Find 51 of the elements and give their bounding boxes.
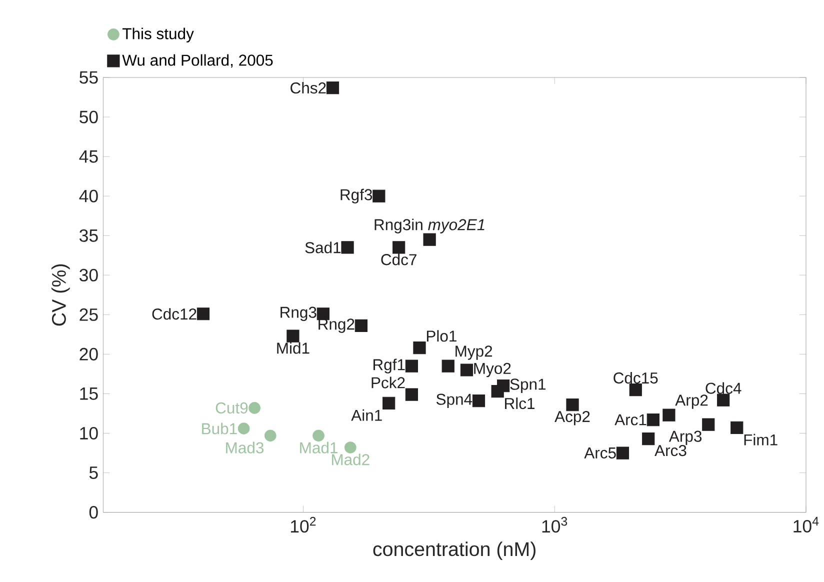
y-tick-label: 40 <box>79 190 98 202</box>
annotation: Rng3 <box>280 306 316 322</box>
annotation: Acp2 <box>554 410 590 426</box>
y-tick-label: 25 <box>80 308 98 321</box>
y-tick-label: 35 <box>80 229 98 242</box>
y-tick-label: 20 <box>80 348 98 360</box>
annotation: Cut9 <box>216 402 248 414</box>
annotation: Cdc7 <box>381 254 416 266</box>
y-tick-label: 15 <box>80 388 98 400</box>
y-tick-label: 55 <box>80 71 98 84</box>
x-axis-title: concentration (nM) <box>373 542 536 560</box>
legend-label: Wu and Pollard, 2005 <box>122 54 273 68</box>
annotation: Rlc1 <box>505 398 535 410</box>
annotation: Arc3 <box>654 444 686 456</box>
annotation: Fim1 <box>744 434 778 446</box>
y-tick-label: 45 <box>79 150 98 163</box>
annotation: Ain1 <box>351 409 382 421</box>
annotation: Rgf1 <box>374 358 405 374</box>
annotation: Arc5 <box>584 448 616 459</box>
annotation: Myp2 <box>456 346 492 360</box>
annotation: Mad3 <box>226 442 264 454</box>
annotation: Bub1 <box>202 422 237 434</box>
annotation: Cdc4 <box>706 382 742 394</box>
annotation: Mid1 <box>277 342 310 354</box>
annotation: Rng3in myo2E1 <box>374 218 484 234</box>
annotation: Rng2 <box>318 318 354 333</box>
annotation: Spn4 <box>436 394 472 408</box>
y-axis-title: CV (%) <box>51 264 70 326</box>
annotation: Myo2 <box>474 362 511 378</box>
x-tick-label: 10$^{3}$ <box>542 516 568 533</box>
annotation: Cdc15 <box>614 372 658 384</box>
annotation: Rgf3 <box>340 188 372 204</box>
x-tick-label: 10$^{4}$ <box>794 516 819 533</box>
y-tick-label: 0 <box>89 506 98 519</box>
y-tick-label: 10 <box>80 427 98 440</box>
x-tick-label: 10$^{2}$ <box>290 516 316 533</box>
annotation: Pck2 <box>372 376 405 388</box>
annotation: Cdc12 <box>152 308 196 320</box>
annotation: Arp3 <box>668 430 702 446</box>
y-tick-label: 5 <box>89 466 98 479</box>
annotation: Plo1 <box>426 330 456 342</box>
annotation: Sad1 <box>305 242 341 254</box>
legend-label: This study <box>122 28 194 42</box>
y-tick-label: 50 <box>80 110 98 124</box>
annotation: Arc1 <box>614 414 646 426</box>
annotation: Spn1 <box>510 378 546 393</box>
y-tick-label: 30 <box>80 268 98 282</box>
annotation: Chs2 <box>290 82 326 94</box>
annotation: Mad1 <box>300 442 338 454</box>
annotation: Arp2 <box>675 394 708 409</box>
annotation: Mad2 <box>332 454 370 466</box>
